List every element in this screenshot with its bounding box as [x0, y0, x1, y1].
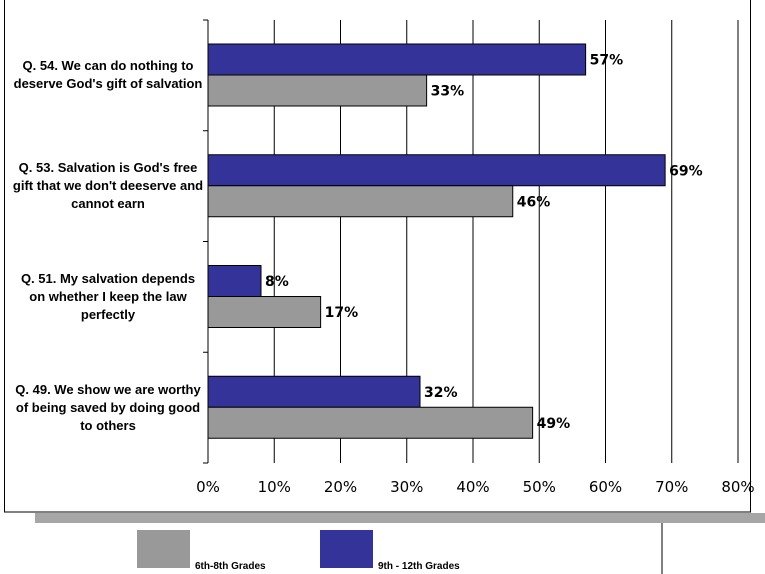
value-label: 8%	[265, 274, 289, 290]
x-tick-label: 10%	[258, 478, 291, 496]
bar	[207, 74, 428, 107]
bar	[207, 185, 514, 218]
frame-shadow	[35, 513, 765, 523]
category-label: Q. 51. My salvation depends on whether I…	[20, 270, 196, 322]
bar	[207, 296, 322, 328]
x-tick-label: 60%	[589, 478, 622, 496]
category-label: Q. 54. We can do nothing to deserve God'…	[13, 58, 203, 92]
value-label: 17%	[325, 305, 359, 321]
bar	[207, 375, 421, 408]
bar	[207, 406, 534, 439]
value-label: 32%	[424, 385, 458, 401]
value-label: 69%	[669, 163, 703, 179]
bar	[207, 154, 666, 187]
value-label: 46%	[517, 194, 551, 210]
value-label: 57%	[590, 53, 624, 69]
value-label: 49%	[537, 416, 571, 432]
x-tick-label: 0%	[196, 478, 220, 496]
x-tick-label: 70%	[655, 478, 688, 496]
x-tick-label: 20%	[324, 478, 357, 496]
legend-label: 6th-8th Grades	[195, 561, 266, 572]
category-label: Q. 49. We show we are worthy of being sa…	[15, 381, 201, 433]
legend-swatch	[320, 530, 373, 568]
category-label: Q. 53. Salvation is God's free gift that…	[12, 160, 204, 212]
bar	[207, 43, 587, 76]
legend-label: 9th - 12th Grades	[378, 561, 460, 572]
legend-swatch	[137, 530, 190, 568]
bar	[207, 265, 262, 297]
x-tick-label: 50%	[523, 478, 556, 496]
x-tick-label: 40%	[456, 478, 489, 496]
x-tick-label: 80%	[721, 478, 754, 496]
x-tick-label: 30%	[390, 478, 423, 496]
value-label: 33%	[431, 84, 465, 100]
